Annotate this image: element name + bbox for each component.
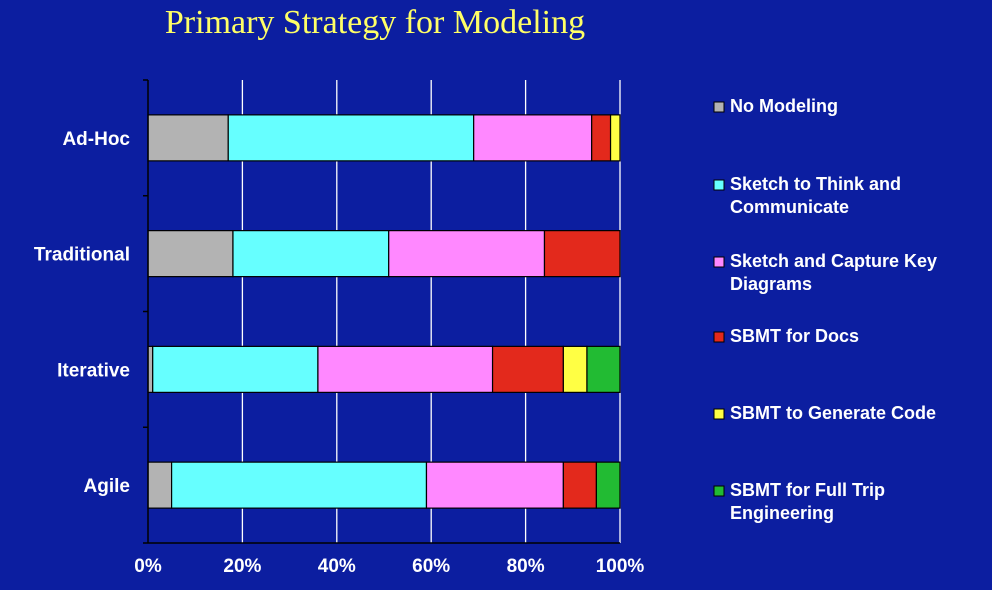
legend-swatch: [713, 408, 725, 420]
bar-segment: [595, 461, 621, 509]
x-tick-label: 100%: [596, 556, 645, 577]
bar-segment: [317, 345, 494, 393]
bar-segment: [388, 230, 546, 278]
bar-segment: [147, 114, 229, 162]
bar-segment: [586, 345, 621, 393]
x-tick-label: 40%: [318, 556, 356, 577]
bar-segment: [147, 230, 234, 278]
bar-segment: [147, 461, 173, 509]
bar-segment: [543, 230, 621, 278]
category-label: Traditional: [34, 245, 130, 266]
legend-swatch: [713, 179, 725, 191]
bar-segment: [152, 345, 319, 393]
legend-swatch: [713, 485, 725, 497]
bar-segment: [232, 230, 390, 278]
bar-segment: [425, 461, 564, 509]
bar-segment: [609, 114, 621, 162]
category-label: Agile: [84, 476, 130, 497]
legend-entry: Sketch to Think and Communicate: [730, 174, 901, 217]
bar-segment: [562, 461, 597, 509]
legend-entry: SBMT for Docs: [730, 326, 859, 346]
legend-swatch: [713, 101, 725, 113]
legend-swatch: [713, 256, 725, 268]
category-label: Ad-Hoc: [62, 129, 130, 150]
legend-swatch: [713, 331, 725, 343]
x-tick-label: 20%: [223, 556, 261, 577]
bar-segment: [591, 114, 612, 162]
chart-title: Primary Strategy for Modeling: [164, 4, 586, 41]
legend: No Modeling Sketch to Think and Communicat…: [713, 96, 937, 523]
bar-segment: [562, 345, 588, 393]
axes: 0% 20% 40% 60% 80% 100% Ad-Hoc Traditional Itera…: [34, 79, 645, 577]
bar-segment: [227, 114, 475, 162]
bar-segment: [491, 345, 564, 393]
legend-entry: SBMT for Full Trip Engineering: [730, 480, 885, 523]
bars: [147, 114, 621, 509]
legend-entry: No Modeling: [730, 96, 838, 116]
bar-segment: [473, 114, 593, 162]
legend-entry: SBMT to Generate Code: [730, 403, 936, 423]
category-label: Iterative: [57, 360, 130, 381]
x-tick-label: 0%: [134, 556, 162, 577]
x-tick-label: 80%: [507, 556, 545, 577]
bar-segment: [171, 461, 428, 509]
legend-entry: Sketch and Capture Key Diagrams: [730, 251, 937, 294]
x-tick-label: 60%: [412, 556, 450, 577]
